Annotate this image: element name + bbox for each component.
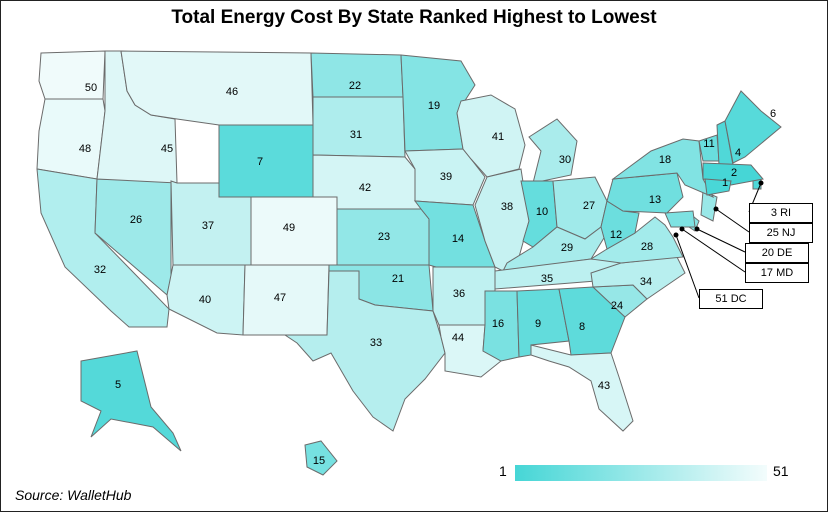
state-rank-label-id: 45 — [161, 143, 173, 155]
state-shape-or — [36, 98, 106, 180]
state-rank-label-nd: 22 — [349, 80, 361, 92]
state-rank-label-or: 48 — [79, 143, 91, 155]
state-shape-mt — [120, 50, 314, 126]
state-rank-label-ak: 5 — [115, 379, 121, 391]
state-rank-label-vt: 11 — [703, 138, 714, 150]
map-title: Total Energy Cost By State Ranked Highes… — [171, 7, 657, 28]
state-rank-label-sd: 31 — [350, 129, 362, 141]
state-shape-va — [589, 216, 684, 264]
state-shape-mi — [528, 118, 578, 184]
state-rank-label-mn: 19 — [428, 100, 440, 112]
state-rank-label-ct: 2 — [731, 167, 737, 179]
legend-max-label: 51 — [773, 463, 789, 479]
state-rank-label-ut: 37 — [202, 220, 214, 232]
state-rank-label-hi: 15 — [313, 455, 325, 467]
state-rank-label-nm: 47 — [274, 292, 286, 304]
states-layer — [36, 50, 782, 476]
state-shape-wy — [218, 124, 314, 198]
callout-arrow-de — [696, 228, 746, 253]
callout-nj: 25 NJ — [749, 223, 813, 243]
state-rank-label-wa: 50 — [85, 82, 97, 94]
state-rank-label-mo: 14 — [452, 233, 464, 245]
state-rank-label-ky: 29 — [561, 242, 573, 254]
callout-ri: 3 RI — [749, 203, 813, 223]
state-shape-me — [724, 90, 782, 164]
state-rank-label-tx: 33 — [370, 337, 382, 349]
state-rank-label-wv: 12 — [610, 229, 622, 241]
state-rank-label-ma: 1 — [722, 177, 728, 189]
legend-gradient-bar — [515, 465, 767, 481]
state-rank-label-ca: 32 — [94, 264, 106, 276]
state-shape-hi — [304, 440, 338, 476]
state-rank-label-mi: 30 — [559, 154, 571, 166]
state-rank-label-ga: 8 — [579, 321, 585, 333]
source-note: Source: WalletHub — [15, 487, 132, 503]
state-rank-label-nc: 34 — [640, 276, 652, 288]
state-shape-tx — [283, 270, 446, 432]
callout-arrow-md — [681, 228, 746, 273]
legend-min-label: 1 — [499, 463, 507, 479]
state-rank-label-ok: 21 — [392, 273, 404, 285]
state-rank-label-oh: 27 — [583, 200, 595, 212]
state-rank-label-mt: 46 — [226, 86, 238, 98]
state-rank-label-sc: 24 — [611, 300, 623, 312]
state-rank-label-ar: 36 — [453, 288, 465, 300]
state-rank-label-ks: 23 — [378, 231, 390, 243]
state-rank-label-wi: 41 — [492, 131, 504, 143]
state-rank-label-in: 10 — [536, 206, 548, 218]
state-rank-label-al: 9 — [535, 318, 541, 330]
callout-de: 20 DE — [745, 243, 809, 263]
callout-arrow-nj — [715, 208, 750, 233]
state-rank-label-me: 6 — [770, 108, 776, 120]
state-rank-label-co: 49 — [283, 222, 295, 234]
state-rank-label-ne: 42 — [359, 182, 371, 194]
state-rank-label-pa: 13 — [649, 194, 661, 206]
state-rank-label-ny: 18 — [659, 154, 671, 166]
callout-arrowhead-de — [694, 226, 700, 232]
state-rank-label-nv: 26 — [130, 214, 142, 226]
state-shape-md — [664, 210, 696, 228]
state-shape-sd — [312, 96, 406, 158]
callout-arrowhead-nj — [713, 206, 719, 212]
state-rank-label-tn: 35 — [541, 273, 553, 285]
state-rank-label-va: 28 — [641, 241, 653, 253]
callout-arrowhead-md — [679, 226, 685, 232]
callout-arrow-dc — [675, 234, 700, 299]
state-shape-ak — [80, 350, 182, 452]
state-rank-label-ia: 39 — [440, 171, 452, 183]
state-rank-label-il: 38 — [501, 201, 513, 213]
state-shape-fl — [530, 344, 634, 432]
callout-arrowhead-dc — [673, 232, 679, 238]
callout-arrows — [673, 180, 764, 299]
callout-arrowhead-ri — [758, 180, 764, 186]
state-rank-label-fl: 43 — [598, 380, 610, 392]
callout-md: 17 MD — [745, 263, 809, 283]
state-rank-label-wy: 7 — [257, 156, 263, 168]
state-rank-label-ms: 16 — [492, 318, 504, 330]
state-rank-label-az: 40 — [199, 294, 211, 306]
state-shape-ct — [704, 178, 732, 196]
state-rank-label-la: 44 — [452, 332, 464, 344]
state-shape-pa — [606, 172, 684, 214]
callout-dc: 51 DC — [699, 289, 763, 309]
state-rank-label-nh: 4 — [735, 147, 741, 159]
